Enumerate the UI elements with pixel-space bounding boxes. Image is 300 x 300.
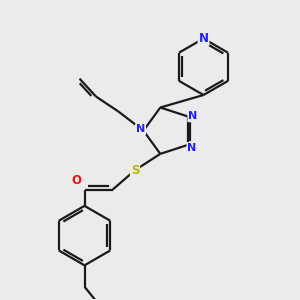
Text: N: N <box>188 143 196 153</box>
Text: N: N <box>199 32 208 45</box>
Text: O: O <box>71 174 81 187</box>
Text: S: S <box>131 164 139 177</box>
Text: N: N <box>136 124 145 134</box>
Text: N: N <box>188 111 197 122</box>
